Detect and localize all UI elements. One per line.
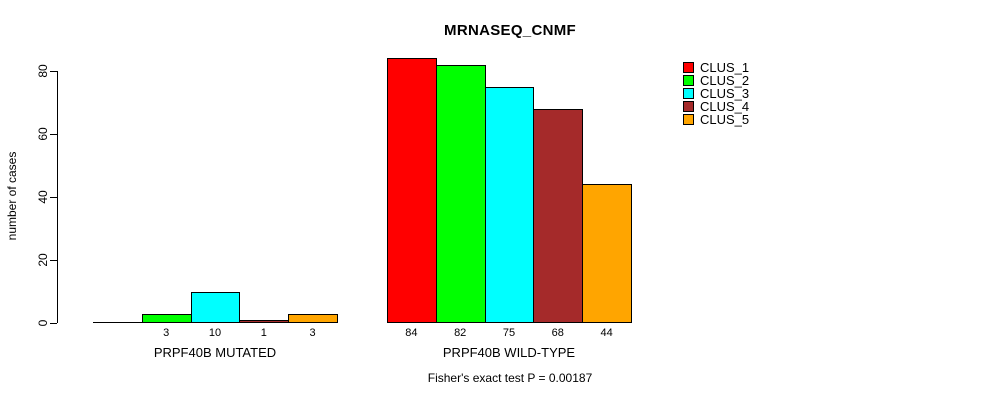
- legend-label: CLUS_5: [700, 112, 750, 127]
- legend-row: CLUS_2: [683, 74, 749, 87]
- bar-value-label: 3: [163, 327, 170, 339]
- legend-row: CLUS_1: [683, 61, 749, 74]
- legend-swatch-clus_3: [683, 88, 694, 99]
- legend: CLUS_1 CLUS_2 CLUS_3 CLUS_4 CLUS_5: [683, 61, 749, 126]
- bar-value-label: 68: [551, 327, 564, 339]
- legend-row: CLUS_4: [683, 100, 749, 113]
- bar-clus_5-group2: [582, 184, 632, 323]
- bar-value-label: 1: [260, 327, 267, 339]
- annotation-text: Fisher's exact test P = 0.00187: [427, 371, 593, 385]
- bar-clus_4-group1: [239, 319, 290, 323]
- bar-clus_2-group2: [435, 64, 486, 323]
- bar-clus_1-group2: [387, 58, 437, 323]
- legend-swatch-clus_2: [683, 75, 694, 86]
- chart-title: MRNASEQ_CNMF: [444, 22, 576, 39]
- bar-clus_3-group2: [484, 86, 535, 324]
- bar-value-label: 44: [600, 327, 613, 339]
- bar-clus_5-group1: [288, 313, 338, 323]
- y-tick-label: 80: [36, 64, 50, 78]
- legend-row: CLUS_5: [683, 113, 749, 126]
- bar-value-label: 82: [454, 327, 467, 339]
- y-tick: [50, 260, 57, 261]
- legend-swatch-clus_1: [683, 62, 694, 73]
- bar-clus_4-group2: [533, 108, 584, 323]
- legend-swatch-clus_5: [683, 114, 694, 125]
- y-tick: [50, 197, 57, 198]
- legend-label: CLUS_1: [700, 60, 750, 75]
- y-tick: [50, 323, 57, 324]
- bar-clus_1-group1: [93, 322, 143, 323]
- y-tick-label: 20: [36, 253, 50, 267]
- y-tick: [50, 71, 57, 72]
- bar-value-label: 84: [405, 327, 418, 339]
- y-tick: [50, 134, 57, 135]
- y-tick-label: 60: [36, 127, 50, 141]
- y-tick-label: 0: [36, 319, 50, 327]
- x-group-label: PRPF40B MUTATED: [153, 345, 277, 360]
- bar-clus_3-group1: [190, 291, 241, 323]
- legend-label: CLUS_2: [700, 73, 750, 88]
- x-group-label: PRPF40B WILD-TYPE: [442, 345, 576, 360]
- legend-label: CLUS_4: [700, 99, 750, 114]
- bar-value-label: 75: [502, 327, 516, 339]
- y-tick-label: 40: [36, 190, 50, 204]
- y-axis-label: number of cases: [5, 151, 19, 241]
- bar-value-label: 10: [208, 327, 222, 339]
- legend-row: CLUS_3: [683, 87, 749, 100]
- bar-clus_2-group1: [141, 313, 192, 323]
- y-axis-line: [57, 71, 58, 323]
- legend-label: CLUS_3: [700, 86, 750, 101]
- legend-swatch-clus_4: [683, 101, 694, 112]
- bar-value-label: 3: [309, 327, 316, 339]
